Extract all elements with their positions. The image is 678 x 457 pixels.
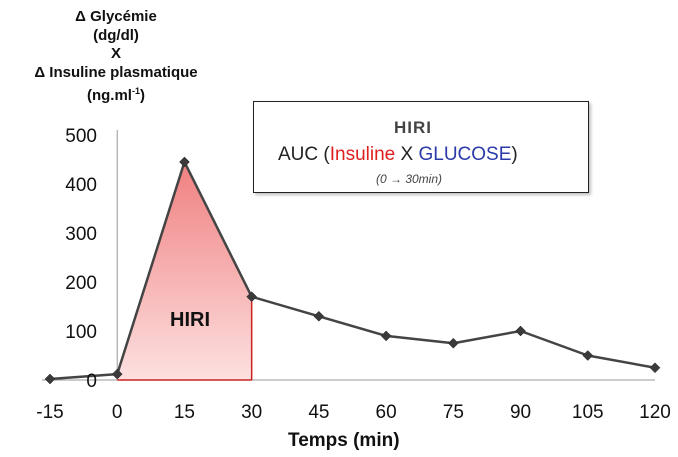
x-tick-label: -15	[36, 402, 63, 423]
x-axis-title: Temps (min)	[288, 430, 400, 451]
y-title-line-unit-dgdl: (dg/dl)	[93, 26, 139, 44]
data-point-30	[246, 291, 258, 303]
y-title-line-unit-ngml: (ng.ml-1)	[86, 86, 145, 104]
data-point--15	[44, 373, 56, 385]
y-axis-title: Δ Glycémie (dg/dl) X Δ Insuline plasmati…	[0, 8, 232, 106]
data-point-0	[111, 368, 123, 380]
x-tick-label: 90	[510, 402, 531, 423]
legend-subtitle: (0 → 30min)	[376, 172, 443, 186]
legend-box: HIRI AUC (Insuline X GLUCOSE) (0 → 30min…	[253, 101, 589, 193]
y-tick-label: 100	[65, 322, 97, 343]
data-point-90	[515, 325, 526, 337]
hiri-area	[117, 161, 252, 380]
legend-title: HIRI	[394, 118, 432, 137]
x-tick-label: 30	[241, 402, 262, 423]
x-tick-label: 105	[572, 402, 604, 423]
x-tick-label: 45	[308, 402, 329, 423]
series-line	[49, 160, 656, 381]
data-point-45	[313, 310, 325, 322]
y-tick-label: 300	[65, 224, 97, 245]
y-tick-label: 400	[65, 175, 97, 196]
legend-glucose: GLUCOSE	[418, 144, 512, 165]
legend-insulin: Insuline	[329, 144, 396, 165]
x-tick-label: 60	[376, 402, 397, 423]
y-tick-label: 0	[86, 371, 97, 392]
x-tick-label: 15	[174, 402, 195, 423]
x-tick-label: 120	[639, 402, 671, 423]
data-point-60	[380, 330, 392, 342]
y-tick-label: 200	[65, 273, 97, 294]
legend-formula: AUC (Insuline X GLUCOSE)	[278, 144, 518, 165]
data-point-15	[179, 156, 190, 168]
y-title-line-x: X	[110, 45, 121, 62]
data-point-105	[582, 350, 594, 361]
x-tick-label: 75	[443, 402, 464, 423]
y-title-line-glycemie: Δ Glycémie	[75, 8, 157, 25]
x-tick-label: 0	[112, 402, 123, 423]
y-tick-label: 500	[65, 126, 97, 147]
data-point-75	[447, 337, 459, 349]
area-label: HIRI	[170, 309, 210, 331]
y-title-line-insuline: Δ Insuline plasmatique	[34, 63, 198, 81]
data-point-120	[649, 362, 661, 374]
